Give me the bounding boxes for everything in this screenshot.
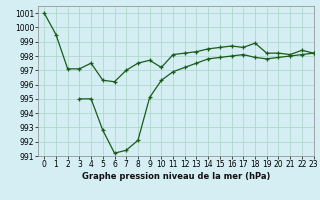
X-axis label: Graphe pression niveau de la mer (hPa): Graphe pression niveau de la mer (hPa) (82, 172, 270, 181)
